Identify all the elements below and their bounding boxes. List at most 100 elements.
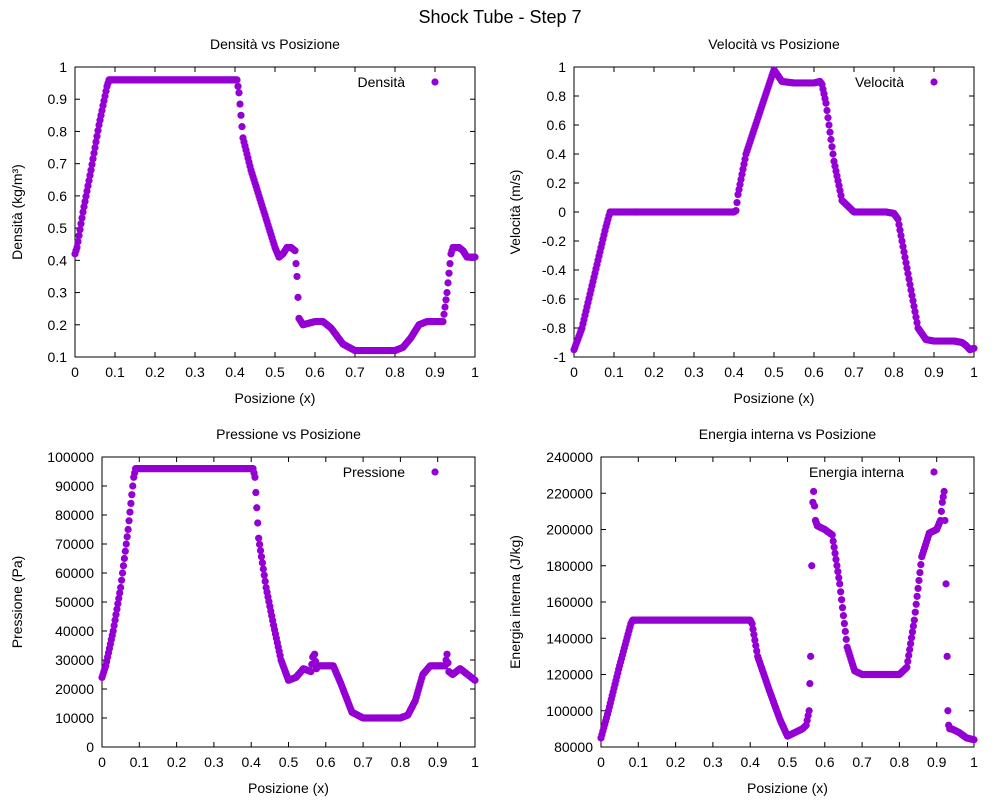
energia-y-axis-label: Energia interna (J/kg) xyxy=(507,535,523,669)
densita-data-point xyxy=(88,160,96,169)
pressione-data-point xyxy=(114,600,122,608)
energia-legend: Energia interna xyxy=(809,464,938,480)
energia-chart: Energia interna vs Posizione 0 0.1 0.2 0.3 0.… xyxy=(507,426,978,796)
pressione-y-tick-label: 40000 xyxy=(55,623,94,639)
densita-y-axis-label: Densità (kg/m³) xyxy=(9,164,25,260)
velocita-data-point xyxy=(909,297,917,305)
energia-x-tick-label: 0 xyxy=(597,754,605,770)
pressione-legend-marker xyxy=(431,468,439,476)
pressione-x-tick-label: 0.7 xyxy=(353,754,373,770)
pressione-data-point xyxy=(444,659,452,667)
velocita-data-point xyxy=(970,344,978,352)
energia-data-point xyxy=(806,679,814,688)
velocita-legend: Velocità xyxy=(855,74,938,90)
densita-x-tick-label: 1 xyxy=(471,364,479,380)
pressione-series xyxy=(98,465,479,722)
densita-chart-title: Densità vs Posizione xyxy=(210,36,340,52)
energia-data-point xyxy=(808,562,816,570)
velocita-y-tick-label: 0.8 xyxy=(547,88,567,104)
energia-data-point xyxy=(835,574,843,582)
pressione-data-point xyxy=(260,571,268,579)
velocita-x-tick-label: 0.9 xyxy=(924,364,944,380)
densita-y-tick-label: 0.9 xyxy=(48,91,68,107)
energia-data-point xyxy=(829,537,837,545)
densita-x-tick-label: 0.3 xyxy=(185,364,205,380)
energia-data-point xyxy=(904,657,912,665)
velocita-y-tick-label: 1 xyxy=(558,59,566,75)
pressione-data-point xyxy=(111,616,119,624)
energia-data-point xyxy=(807,652,815,660)
densita-data-point xyxy=(294,293,302,301)
energia-data-point xyxy=(839,611,848,620)
energia-data-point xyxy=(906,645,914,654)
velocita-data-point xyxy=(822,99,830,107)
energia-data-point xyxy=(937,507,945,515)
velocita-x-axis-label: Posizione (x) xyxy=(734,390,815,406)
pressione-y-tick-label: 20000 xyxy=(55,681,94,697)
velocita-data-point xyxy=(732,206,740,215)
energia-x-tick-label: 0.7 xyxy=(852,754,872,770)
pressione-data-point xyxy=(307,668,315,676)
pressione-y-tick-label: 80000 xyxy=(55,507,94,523)
densita-data-point xyxy=(76,226,84,234)
energia-data-point xyxy=(828,531,836,539)
energia-data-point xyxy=(841,627,849,636)
densita-legend: Densità xyxy=(358,74,439,90)
velocita-data-point xyxy=(897,231,905,240)
densita-data-point xyxy=(443,288,451,297)
densita-series xyxy=(71,76,479,355)
energia-data-point xyxy=(940,487,948,496)
velocita-y-tick-label: 0.4 xyxy=(547,146,567,162)
pressione-y-axis-label: Pressione (Pa) xyxy=(9,556,25,649)
energia-data-point xyxy=(830,543,838,551)
energia-data-point xyxy=(908,628,917,636)
velocita-data-point xyxy=(823,106,831,115)
densita-x-tick-label: 0.2 xyxy=(145,364,165,380)
densita-y-tick-label: 0.6 xyxy=(48,188,68,204)
densita-y-tick-label: 0.5 xyxy=(48,220,68,236)
velocita-y-tick-label: -0.4 xyxy=(542,262,566,278)
energia-data-point xyxy=(749,625,757,633)
velocita-data-point xyxy=(906,280,914,289)
velocita-series xyxy=(570,66,978,354)
velocita-legend-marker xyxy=(930,78,938,86)
velocita-data-point xyxy=(905,275,913,283)
velocita-y-axis-label: Velocità (m/s) xyxy=(507,170,523,255)
densita-legend-marker xyxy=(431,78,439,86)
pressione-x-tick-label: 0 xyxy=(98,754,106,770)
densita-data-point xyxy=(292,259,300,268)
energia-data-point xyxy=(943,652,951,660)
velocita-data-point xyxy=(907,286,915,294)
densita-data-point xyxy=(233,76,241,84)
energia-y-tick-label: 100000 xyxy=(546,703,593,719)
velocita-y-tick-label: 0.2 xyxy=(547,175,567,191)
energia-data-point xyxy=(832,555,840,564)
velocita-data-point xyxy=(895,221,903,229)
densita-data-point xyxy=(74,237,82,246)
densita-data-point xyxy=(237,111,245,119)
energia-y-tick-label: 240000 xyxy=(546,449,593,465)
energia-data-point xyxy=(837,588,845,596)
energia-data-point xyxy=(970,736,978,744)
densita-data-point xyxy=(90,149,98,157)
pressione-data-point xyxy=(116,589,124,597)
energia-x-tick-label: 1 xyxy=(970,754,978,770)
velocita-chart: Velocità vs Posizione 0 0.1 0.2 0.3 0.4 0.5 0.6… xyxy=(507,36,978,406)
energia-data-point xyxy=(913,592,921,600)
densita-y-tick-label: 0.8 xyxy=(48,123,68,139)
energia-data-point xyxy=(842,635,850,643)
velocita-data-point xyxy=(825,121,833,129)
densita-x-tick-label: 0.6 xyxy=(305,364,325,380)
energia-data-point xyxy=(939,493,947,501)
energia-y-tick-label: 220000 xyxy=(546,485,593,501)
densita-data-point xyxy=(234,82,242,90)
energia-data-point xyxy=(906,640,915,648)
velocita-y-tick-label: -1 xyxy=(554,349,567,365)
energia-y-tick-label: 180000 xyxy=(546,558,593,574)
velocita-y-tick-label: -0.6 xyxy=(542,291,566,307)
pressione-data-point xyxy=(110,621,118,630)
energia-data-point xyxy=(944,707,952,715)
energia-data-point xyxy=(837,596,846,604)
energia-legend-marker xyxy=(930,468,938,476)
pressione-x-tick-label: 0.6 xyxy=(316,754,336,770)
